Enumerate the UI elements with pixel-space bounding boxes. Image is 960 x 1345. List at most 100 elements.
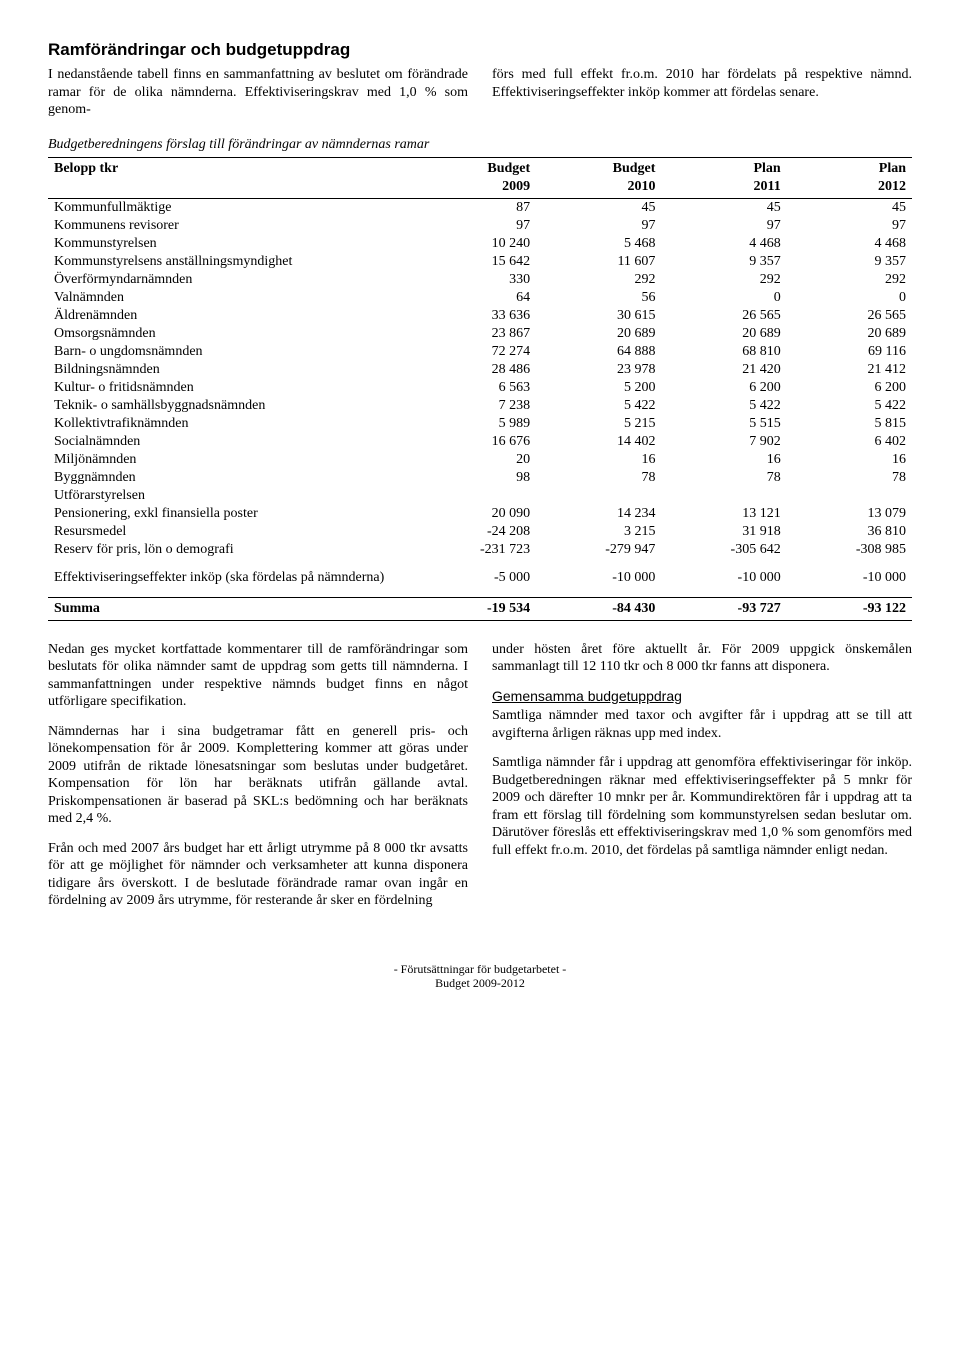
row-label: Socialnämnden [48, 433, 411, 451]
row-label: Bildningsnämnden [48, 361, 411, 379]
sum-2011: -93 727 [661, 597, 786, 620]
post-right: under hösten året före aktuellt år. För … [492, 641, 912, 922]
row-value: 5 815 [787, 415, 912, 433]
intro-right: förs med full effekt fr.o.m. 2010 har fö… [492, 66, 912, 119]
post-left-p2: Nämndernas har i sina budgetramar fått e… [48, 723, 468, 828]
row-value: 56 [536, 289, 661, 307]
post-columns: Nedan ges mycket kortfattade kommentarer… [48, 641, 912, 922]
row-value: 20 689 [787, 325, 912, 343]
row-label: Barn- o ungdomsnämnden [48, 343, 411, 361]
sum-2009: -19 534 [411, 597, 536, 620]
row-value: 292 [787, 271, 912, 289]
row-value: 28 486 [411, 361, 536, 379]
table-row: Bildningsnämnden28 48623 97821 42021 412 [48, 361, 912, 379]
row-value: 97 [411, 217, 536, 235]
eff-label: Effektiviseringseffekter inköp (ska förd… [48, 569, 411, 587]
col-label: Belopp tkr [48, 157, 411, 178]
row-value: 13 121 [661, 505, 786, 523]
row-label: Överförmyndarnämnden [48, 271, 411, 289]
row-value: 20 689 [661, 325, 786, 343]
row-value: 6 402 [787, 433, 912, 451]
row-value: 64 888 [536, 343, 661, 361]
row-value: 26 565 [661, 307, 786, 325]
row-value: 78 [536, 469, 661, 487]
row-value: 23 867 [411, 325, 536, 343]
row-value: 0 [661, 289, 786, 307]
table-row: Äldrenämnden33 63630 61526 56526 565 [48, 307, 912, 325]
row-value: 292 [661, 271, 786, 289]
row-value: 14 402 [536, 433, 661, 451]
row-value: 45 [536, 198, 661, 217]
row-label: Kollektivtrafiknämnden [48, 415, 411, 433]
row-value: 20 [411, 451, 536, 469]
row-label: Omsorgsnämnden [48, 325, 411, 343]
row-value: 72 274 [411, 343, 536, 361]
col-plan-b: Plan [787, 157, 912, 178]
row-label: Kultur- o fritidsnämnden [48, 379, 411, 397]
post-right-p2: Samtliga nämnder med taxor och avgifter … [492, 707, 912, 742]
eff-2011: -10 000 [661, 569, 786, 587]
sum-row: Summa -19 534 -84 430 -93 727 -93 122 [48, 597, 912, 620]
row-value: 292 [536, 271, 661, 289]
row-label: Resursmedel [48, 523, 411, 541]
row-value: -308 985 [787, 541, 912, 559]
row-label: Teknik- o samhällsbyggnadsnämnden [48, 397, 411, 415]
row-value [536, 487, 661, 505]
row-value: 4 468 [661, 235, 786, 253]
post-left: Nedan ges mycket kortfattade kommentarer… [48, 641, 468, 922]
row-value: 98 [411, 469, 536, 487]
row-value: 11 607 [536, 253, 661, 271]
row-label: Kommunfullmäktige [48, 198, 411, 217]
row-value: 45 [661, 198, 786, 217]
row-value: 5 989 [411, 415, 536, 433]
row-value: 97 [787, 217, 912, 235]
table-row: Resursmedel-24 2083 21531 91836 810 [48, 523, 912, 541]
row-value: 87 [411, 198, 536, 217]
col-empty [48, 178, 411, 199]
intro-left: I nedanstående tabell finns en sammanfat… [48, 66, 468, 119]
table-row: Valnämnden645600 [48, 289, 912, 307]
table-row: Barn- o ungdomsnämnden72 27464 88868 810… [48, 343, 912, 361]
row-value: 33 636 [411, 307, 536, 325]
row-value: 5 515 [661, 415, 786, 433]
row-value: 5 422 [661, 397, 786, 415]
row-value [411, 487, 536, 505]
table-row: Teknik- o samhällsbyggnadsnämnden7 238 5 … [48, 397, 912, 415]
row-label: Miljönämnden [48, 451, 411, 469]
row-value: 6 200 [787, 379, 912, 397]
row-value: 97 [536, 217, 661, 235]
row-value: 21 412 [787, 361, 912, 379]
row-value: 3 215 [536, 523, 661, 541]
row-value: 5 468 [536, 235, 661, 253]
row-value: -24 208 [411, 523, 536, 541]
table-row: Pensionering, exkl finansiella poster20 … [48, 505, 912, 523]
eff-2010: -10 000 [536, 569, 661, 587]
row-value: 45 [787, 198, 912, 217]
row-value: 20 090 [411, 505, 536, 523]
row-label: Kommunstyrelsens anställningsmyndighet [48, 253, 411, 271]
row-value: 15 642 [411, 253, 536, 271]
row-value: 330 [411, 271, 536, 289]
table-row: Byggnämnden98787878 [48, 469, 912, 487]
post-left-p3: Från och med 2007 års budget har ett årl… [48, 840, 468, 910]
eff-row: Effektiviseringseffekter inköp (ska förd… [48, 569, 912, 587]
table-row: Kommunstyrelsens anställningsmyndighet15… [48, 253, 912, 271]
row-value: 78 [661, 469, 786, 487]
col-2010: 2010 [536, 178, 661, 199]
row-value: 5 422 [787, 397, 912, 415]
row-value: 7 238 [411, 397, 536, 415]
row-value: -279 947 [536, 541, 661, 559]
row-label: Kommunens revisorer [48, 217, 411, 235]
footer-line-1: - Förutsättningar för budgetarbetet - [48, 962, 912, 976]
row-value: 9 357 [787, 253, 912, 271]
eff-2009: -5 000 [411, 569, 536, 587]
table-row: Miljönämnden20161616 [48, 451, 912, 469]
row-value: 30 615 [536, 307, 661, 325]
row-value: 6 200 [661, 379, 786, 397]
col-budget-b: Budget [536, 157, 661, 178]
row-value: 14 234 [536, 505, 661, 523]
row-value: 20 689 [536, 325, 661, 343]
sum-label: Summa [48, 597, 411, 620]
row-label: Pensionering, exkl finansiella poster [48, 505, 411, 523]
sum-2010: -84 430 [536, 597, 661, 620]
